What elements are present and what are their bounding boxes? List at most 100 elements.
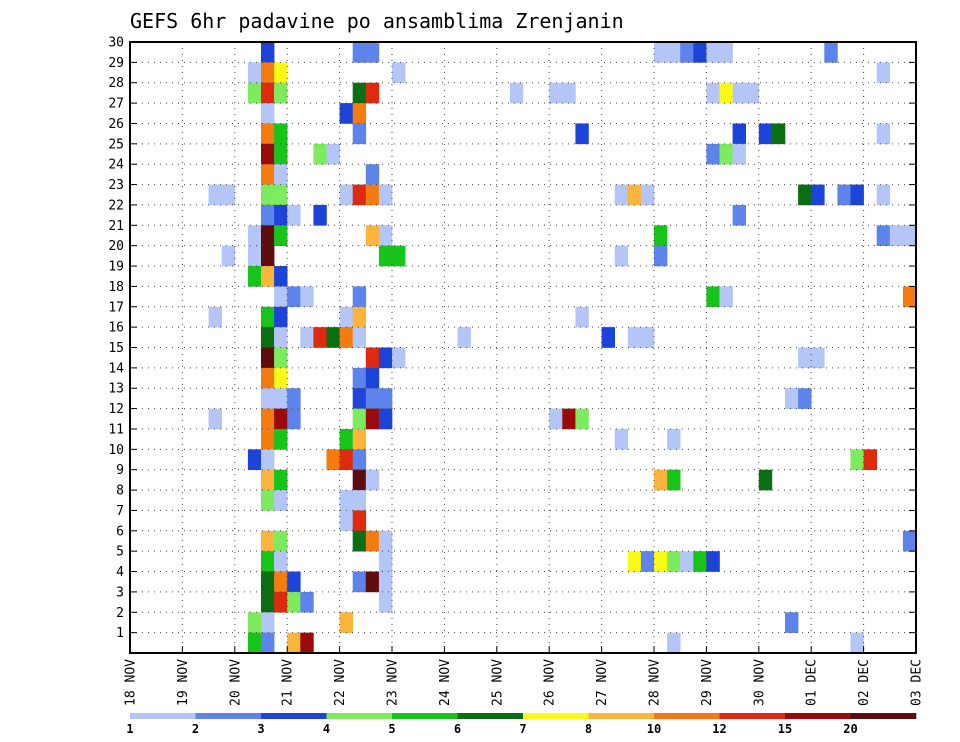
precip-cell — [274, 591, 288, 613]
precip-cell — [300, 327, 314, 348]
precip-cell — [667, 469, 681, 491]
x-axis-ticks: 18 NOV 19 NOV 20 NOV 21 NOV 22 NOV 23 NOV 24 N… — [124, 646, 925, 706]
precip-cell — [902, 225, 917, 246]
y-tick-label: 6 — [116, 524, 124, 539]
precip-cell — [902, 530, 917, 552]
precip-cell — [706, 143, 720, 165]
precip-cell — [902, 286, 917, 308]
colorbar-label: 7 — [519, 722, 526, 736]
y-tick-label: 17 — [108, 300, 124, 315]
precip-cell — [326, 327, 340, 348]
precip-cell — [261, 612, 275, 633]
precip-cell — [392, 245, 406, 267]
precip-cell — [287, 204, 301, 226]
precip-cell — [352, 82, 367, 104]
precip-cell — [261, 347, 275, 369]
precip-cell — [339, 184, 353, 206]
precip-cell — [352, 530, 367, 552]
y-tick-label: 16 — [108, 321, 124, 336]
gridlines — [130, 42, 916, 653]
precip-cell — [719, 143, 733, 165]
precip-cell — [339, 449, 353, 470]
y-tick-label: 5 — [116, 545, 124, 560]
y-tick-label: 28 — [108, 76, 124, 91]
precip-cell — [339, 103, 353, 124]
precip-cell — [365, 367, 380, 389]
precip-cell — [274, 388, 288, 409]
precip-cell — [798, 388, 812, 409]
precip-cell — [771, 123, 786, 145]
precip-cell — [261, 42, 275, 63]
colorbar-swatch — [392, 713, 458, 719]
precip-cell — [300, 286, 314, 308]
precip-cell — [274, 367, 288, 389]
precip-cell — [313, 143, 327, 165]
precip-cell — [706, 82, 720, 104]
precip-cell — [339, 306, 353, 328]
precip-cell — [732, 143, 746, 165]
y-tick-label: 27 — [108, 97, 124, 112]
precip-cell — [811, 347, 825, 369]
precip-cell — [614, 245, 629, 267]
precip-cell — [261, 143, 275, 165]
precip-cell — [719, 82, 733, 104]
precip-cell — [247, 225, 262, 246]
precip-cell — [261, 571, 275, 593]
precip-cell — [365, 388, 380, 409]
colorbar-swatch — [457, 713, 524, 719]
precip-cell — [654, 42, 668, 63]
x-tick-label: 28 NOV — [648, 659, 663, 706]
precip-cell — [667, 551, 681, 572]
precip-cell — [287, 571, 301, 593]
y-tick-label: 22 — [108, 198, 124, 213]
colorbar-swatch — [785, 713, 851, 719]
precip-cell — [680, 42, 694, 63]
precip-cell — [719, 42, 733, 63]
precip-cell — [352, 123, 367, 145]
x-tick-label: 18 NOV — [124, 659, 139, 706]
precip-cell — [693, 551, 707, 572]
precip-cell — [261, 245, 275, 267]
colorbar-label: 12 — [712, 722, 726, 736]
precip-cell — [261, 123, 275, 145]
precip-cell — [352, 510, 367, 532]
colorbar-label: 3 — [257, 722, 264, 736]
precip-cell — [798, 184, 812, 206]
x-tick-label: 25 NOV — [490, 659, 505, 706]
precip-cell — [365, 530, 380, 552]
precip-cell — [339, 490, 353, 511]
precip-cell — [261, 408, 275, 430]
precip-cell — [274, 571, 288, 593]
precip-cell — [261, 266, 275, 287]
precip-cell — [365, 571, 380, 593]
y-tick-label: 30 — [108, 36, 124, 51]
precip-cell — [221, 245, 236, 267]
precip-cell — [352, 388, 367, 409]
precip-cell — [457, 327, 471, 348]
precip-cell — [654, 551, 668, 572]
precip-cell — [274, 266, 288, 287]
precip-cell — [680, 551, 694, 572]
precip-cell — [627, 551, 642, 572]
precip-cell — [876, 184, 891, 206]
y-tick-label: 7 — [116, 504, 124, 519]
y-tick-label: 1 — [116, 626, 124, 641]
precip-cell — [352, 184, 367, 206]
precip-cell — [339, 612, 353, 633]
precip-cell — [261, 204, 275, 226]
precip-cell — [365, 225, 380, 246]
ensemble-cells — [208, 42, 917, 654]
colorbar-label: 8 — [585, 722, 592, 736]
precip-cell — [378, 245, 393, 267]
precip-cell — [889, 225, 904, 246]
y-tick-label: 20 — [108, 239, 124, 254]
y-tick-label: 11 — [108, 422, 124, 437]
precip-cell — [850, 449, 864, 470]
y-tick-label: 4 — [116, 565, 124, 580]
precip-cell — [261, 591, 275, 613]
y-tick-label: 13 — [108, 382, 124, 397]
precip-cell — [575, 306, 589, 328]
precip-cell — [221, 184, 236, 206]
precip-cell — [352, 306, 367, 328]
